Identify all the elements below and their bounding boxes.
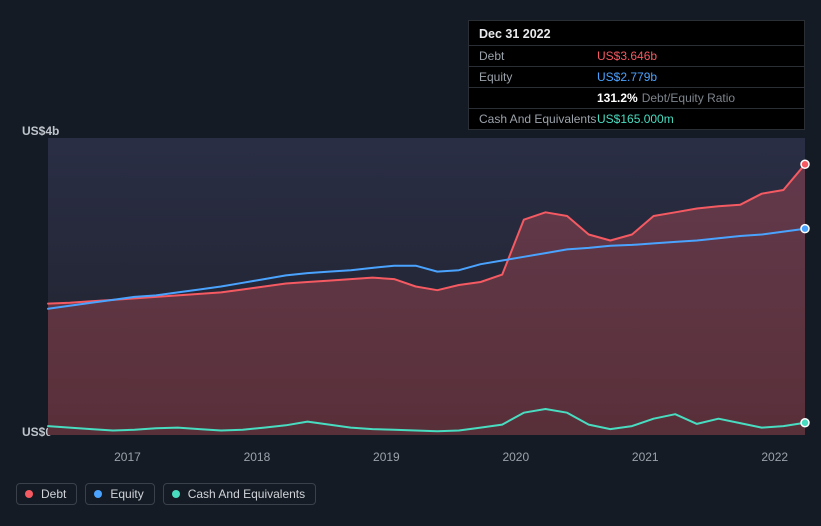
legend-swatch (172, 490, 180, 498)
legend-item-debt[interactable]: Debt (16, 483, 77, 505)
y-axis-top-label: US$4b (22, 124, 59, 138)
debt-end-marker (801, 160, 809, 168)
legend-swatch (25, 490, 33, 498)
legend-label: Equity (110, 487, 143, 501)
plot-area[interactable] (48, 138, 805, 435)
equity-end-marker (801, 225, 809, 233)
x-tick-label: 2021 (632, 450, 659, 464)
x-tick-label: 2018 (244, 450, 271, 464)
legend-item-equity[interactable]: Equity (85, 483, 154, 505)
legend-label: Debt (41, 487, 66, 501)
tooltip-row-equity: Equity US$2.779b (469, 67, 804, 88)
x-tick-label: 2022 (761, 450, 788, 464)
chart-container: Dec 31 2022 Debt US$3.646b Equity US$2.7… (0, 0, 821, 526)
tooltip-box: Dec 31 2022 Debt US$3.646b Equity US$2.7… (468, 20, 805, 130)
ratio-label: Debt/Equity Ratio (642, 91, 735, 105)
tooltip-label: Cash And Equivalents (479, 112, 597, 126)
legend-swatch (94, 490, 102, 498)
ratio-percent: 131.2% (597, 91, 638, 105)
debt-area (48, 164, 805, 435)
tooltip-row-cash: Cash And Equivalents US$165.000m (469, 109, 804, 129)
cash-end-marker (801, 419, 809, 427)
tooltip-row-debt: Debt US$3.646b (469, 46, 804, 67)
x-tick-label: 2020 (502, 450, 529, 464)
x-tick-label: 2017 (114, 450, 141, 464)
tooltip-label: Debt (479, 49, 597, 63)
tooltip-date: Dec 31 2022 (469, 21, 804, 46)
x-tick-label: 2019 (373, 450, 400, 464)
plot-svg (48, 138, 805, 435)
legend-item-cash-and-equivalents[interactable]: Cash And Equivalents (163, 483, 316, 505)
tooltip-label: Equity (479, 70, 597, 84)
tooltip-value: US$165.000m (597, 112, 674, 126)
x-axis-labels: 2017 2018 2019 2020 2021 2022 (0, 450, 821, 470)
tooltip-value: US$3.646b (597, 49, 657, 63)
tooltip-label (479, 91, 597, 105)
tooltip-row-ratio: 131.2% Debt/Equity Ratio (469, 88, 804, 109)
legend: Debt Equity Cash And Equivalents (16, 483, 316, 505)
tooltip-value: US$2.779b (597, 70, 657, 84)
legend-label: Cash And Equivalents (188, 487, 305, 501)
